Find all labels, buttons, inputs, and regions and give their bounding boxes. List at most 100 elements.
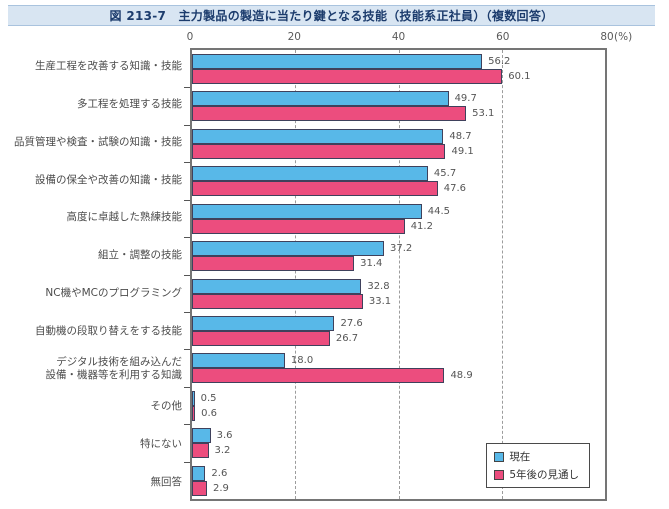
bar-current xyxy=(192,241,385,257)
value-label-current: 18.0 xyxy=(290,355,314,367)
category-column: 生産工程を改善する知識・技能多工程を処理する技能品質管理や検査・試験の知識・技能… xyxy=(0,48,182,501)
bar-row: 49.7 53.1 xyxy=(184,87,605,124)
gridline xyxy=(501,50,503,499)
x-axis-tick-label: 0 xyxy=(186,31,194,43)
category-label: 高度に卓越した熟練技能 xyxy=(66,211,183,224)
bar-current xyxy=(192,315,335,331)
bar-future xyxy=(192,480,207,496)
x-axis-tick-label: 20 xyxy=(287,31,301,43)
value-label-current: 56.2 xyxy=(488,56,511,67)
bar-future xyxy=(192,443,209,459)
value-label-current: 32.8 xyxy=(367,280,390,292)
value-label-current: 49.7 xyxy=(454,93,477,105)
bar-current xyxy=(192,91,449,107)
value-label-future: 53.1 xyxy=(472,108,495,120)
category-label: 無回答 xyxy=(150,475,183,488)
bar-row: 0.5 0.6 xyxy=(184,386,605,424)
category-label: 自動機の段取り替えをする技能 xyxy=(35,324,182,337)
bar-current xyxy=(192,428,211,444)
category-boundary-tick xyxy=(184,349,190,351)
category-label: NC機やMCのプログラミング xyxy=(45,286,182,299)
legend-label-current: 現在 xyxy=(509,451,531,463)
bar-future xyxy=(192,293,363,309)
bar-future xyxy=(192,69,503,84)
bar-row: 45.7 47.6 xyxy=(184,162,605,199)
bar-current xyxy=(192,278,362,294)
bar-row: 44.5 41.2 xyxy=(184,199,605,237)
figure-title: 図 213-7 主力製品の製造に当たり鍵となる技能（技能系正社員）（複数回答） xyxy=(109,9,554,23)
percent-unit-label: (%) xyxy=(614,31,633,43)
x-axis-tick-label: 60 xyxy=(496,31,510,43)
future-swatch-icon xyxy=(494,469,505,480)
gridline xyxy=(295,50,297,499)
value-label-current: 45.7 xyxy=(433,168,457,180)
legend-label-future: 5年後の見通し xyxy=(509,469,579,481)
category-boundary-tick xyxy=(184,386,190,388)
title-bar: 図 213-7 主力製品の製造に当たり鍵となる技能（技能系正社員）（複数回答） xyxy=(8,5,655,26)
value-label-current: 44.5 xyxy=(427,205,450,217)
bar-future xyxy=(192,218,405,234)
bar-row: 32.8 33.1 xyxy=(184,274,605,312)
gridline xyxy=(398,50,400,499)
bar-future xyxy=(192,330,330,346)
bar-future xyxy=(192,405,196,421)
bar-future xyxy=(192,106,467,122)
bar-current xyxy=(192,465,206,481)
legend-item-current: 現在 xyxy=(494,449,579,464)
value-label-future: 31.4 xyxy=(360,258,383,270)
bar-row: 3.6 3.2 xyxy=(184,424,605,461)
plot-area: 現在 5年後の見通し 56.2 60.1 49.7 53.1 48.7 49.1 45.7 4… xyxy=(184,48,607,501)
category-boundary-tick xyxy=(184,424,190,426)
category-label: 組立・調整の技能 xyxy=(98,249,182,262)
current-swatch-icon xyxy=(494,451,505,462)
value-label-current: 2.6 xyxy=(211,467,228,479)
value-label-future: 26.7 xyxy=(335,332,359,344)
category-boundary-tick xyxy=(184,87,190,89)
value-label-future: 60.1 xyxy=(508,71,531,82)
category-boundary-tick xyxy=(184,274,190,276)
bar-current xyxy=(192,128,444,144)
value-label-current: 37.2 xyxy=(390,243,413,255)
value-label-future: 0.6 xyxy=(201,407,217,419)
category-boundary-tick xyxy=(184,162,190,164)
x-axis-tick-label: 80 xyxy=(600,31,614,43)
category-label: 品質管理や検査・試験の知識・技能 xyxy=(14,135,182,148)
value-label-current: 48.7 xyxy=(449,130,472,142)
bar-current xyxy=(192,54,483,69)
category-label: 生産工程を改善する知識・技能 xyxy=(35,60,182,73)
bar-future xyxy=(192,256,355,272)
value-label-current: 27.6 xyxy=(340,317,363,329)
category-label: 特にない xyxy=(140,437,182,450)
bar-current xyxy=(192,203,422,219)
legend: 現在 5年後の見通し xyxy=(486,443,590,488)
bar-row: 56.2 60.1 xyxy=(192,50,605,87)
value-label-future: 3.2 xyxy=(214,445,231,457)
category-boundary-tick xyxy=(184,124,190,126)
bar-row: 2.6 2.9 xyxy=(184,461,605,499)
value-label-future: 48.9 xyxy=(450,370,473,382)
value-label-future: 41.2 xyxy=(410,220,433,232)
bar-current xyxy=(192,166,428,182)
bar-future xyxy=(192,368,445,384)
value-label-current: 3.6 xyxy=(216,430,233,442)
bar-row: 27.6 26.7 xyxy=(184,311,605,349)
legend-item-future: 5年後の見通し xyxy=(494,467,579,482)
category-boundary-tick xyxy=(184,237,190,239)
value-label-current: 0.5 xyxy=(200,392,217,404)
bar-row: 18.0 48.9 xyxy=(184,349,605,386)
bar-row: 37.2 31.4 xyxy=(184,237,605,274)
bar-current xyxy=(192,390,195,406)
category-boundary-tick xyxy=(184,461,190,463)
x-axis-tick-label: 40 xyxy=(391,31,406,43)
bar-future xyxy=(192,181,438,197)
category-boundary-tick xyxy=(184,311,190,313)
category-label: その他 xyxy=(150,400,183,413)
value-label-future: 49.1 xyxy=(451,145,474,157)
category-label: 多工程を処理する技能 xyxy=(77,98,182,111)
bar-future xyxy=(192,143,446,159)
value-label-future: 47.6 xyxy=(443,183,466,195)
category-boundary-tick xyxy=(184,199,190,201)
value-label-future: 2.9 xyxy=(212,482,229,494)
value-label-future: 33.1 xyxy=(368,295,392,307)
